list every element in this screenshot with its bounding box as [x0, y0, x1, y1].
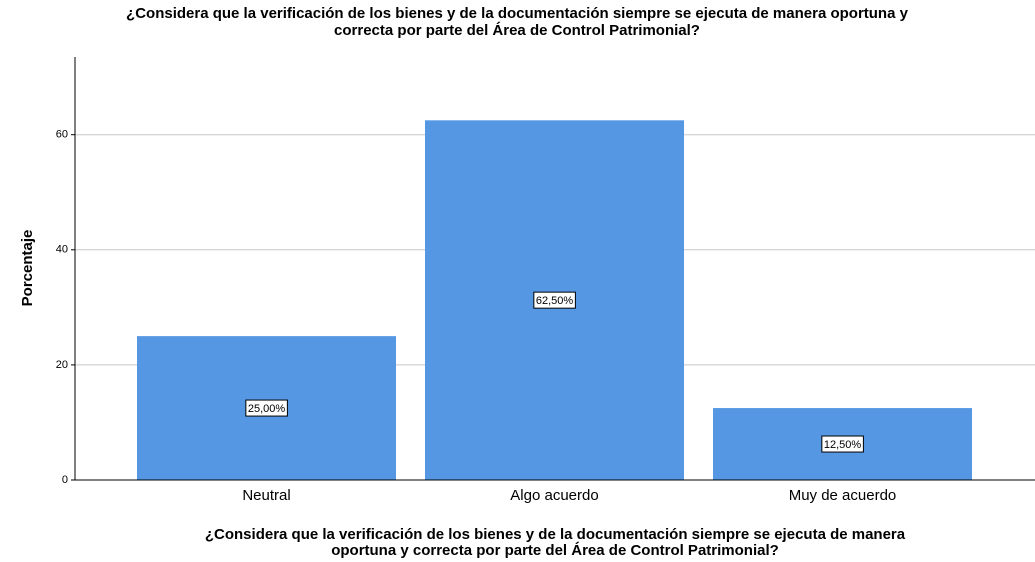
- value-label: 62,50%: [536, 295, 574, 307]
- value-label: 12,50%: [824, 439, 862, 451]
- value-label-group: 12,50%: [821, 435, 864, 453]
- x-axis-label: ¿Considera que la verificación de los bi…: [205, 526, 906, 543]
- x-tick-label: Algo acuerdo: [510, 487, 598, 504]
- value-label-group: 62,50%: [533, 291, 576, 309]
- value-label-box: [245, 399, 288, 417]
- chart-title: correcta por parte del Área de Control P…: [334, 22, 700, 39]
- x-tick-label: Muy de acuerdo: [789, 487, 897, 504]
- value-label-group: 25,00%: [245, 399, 288, 417]
- y-axis-label: Porcentaje: [19, 230, 36, 307]
- x-tick-label: Neutral: [242, 487, 290, 504]
- value-label-box: [533, 291, 576, 309]
- y-tick-label: 0: [62, 474, 68, 486]
- y-tick-label: 40: [56, 244, 68, 256]
- y-tick-label: 60: [56, 129, 68, 141]
- chart-title: ¿Considera que la verificación de los bi…: [126, 5, 909, 22]
- y-tick-label: 20: [56, 359, 68, 371]
- value-label-box: [821, 435, 864, 453]
- x-axis-label: oportuna y correcta por parte del Área d…: [331, 542, 779, 559]
- value-label: 25,00%: [248, 403, 286, 415]
